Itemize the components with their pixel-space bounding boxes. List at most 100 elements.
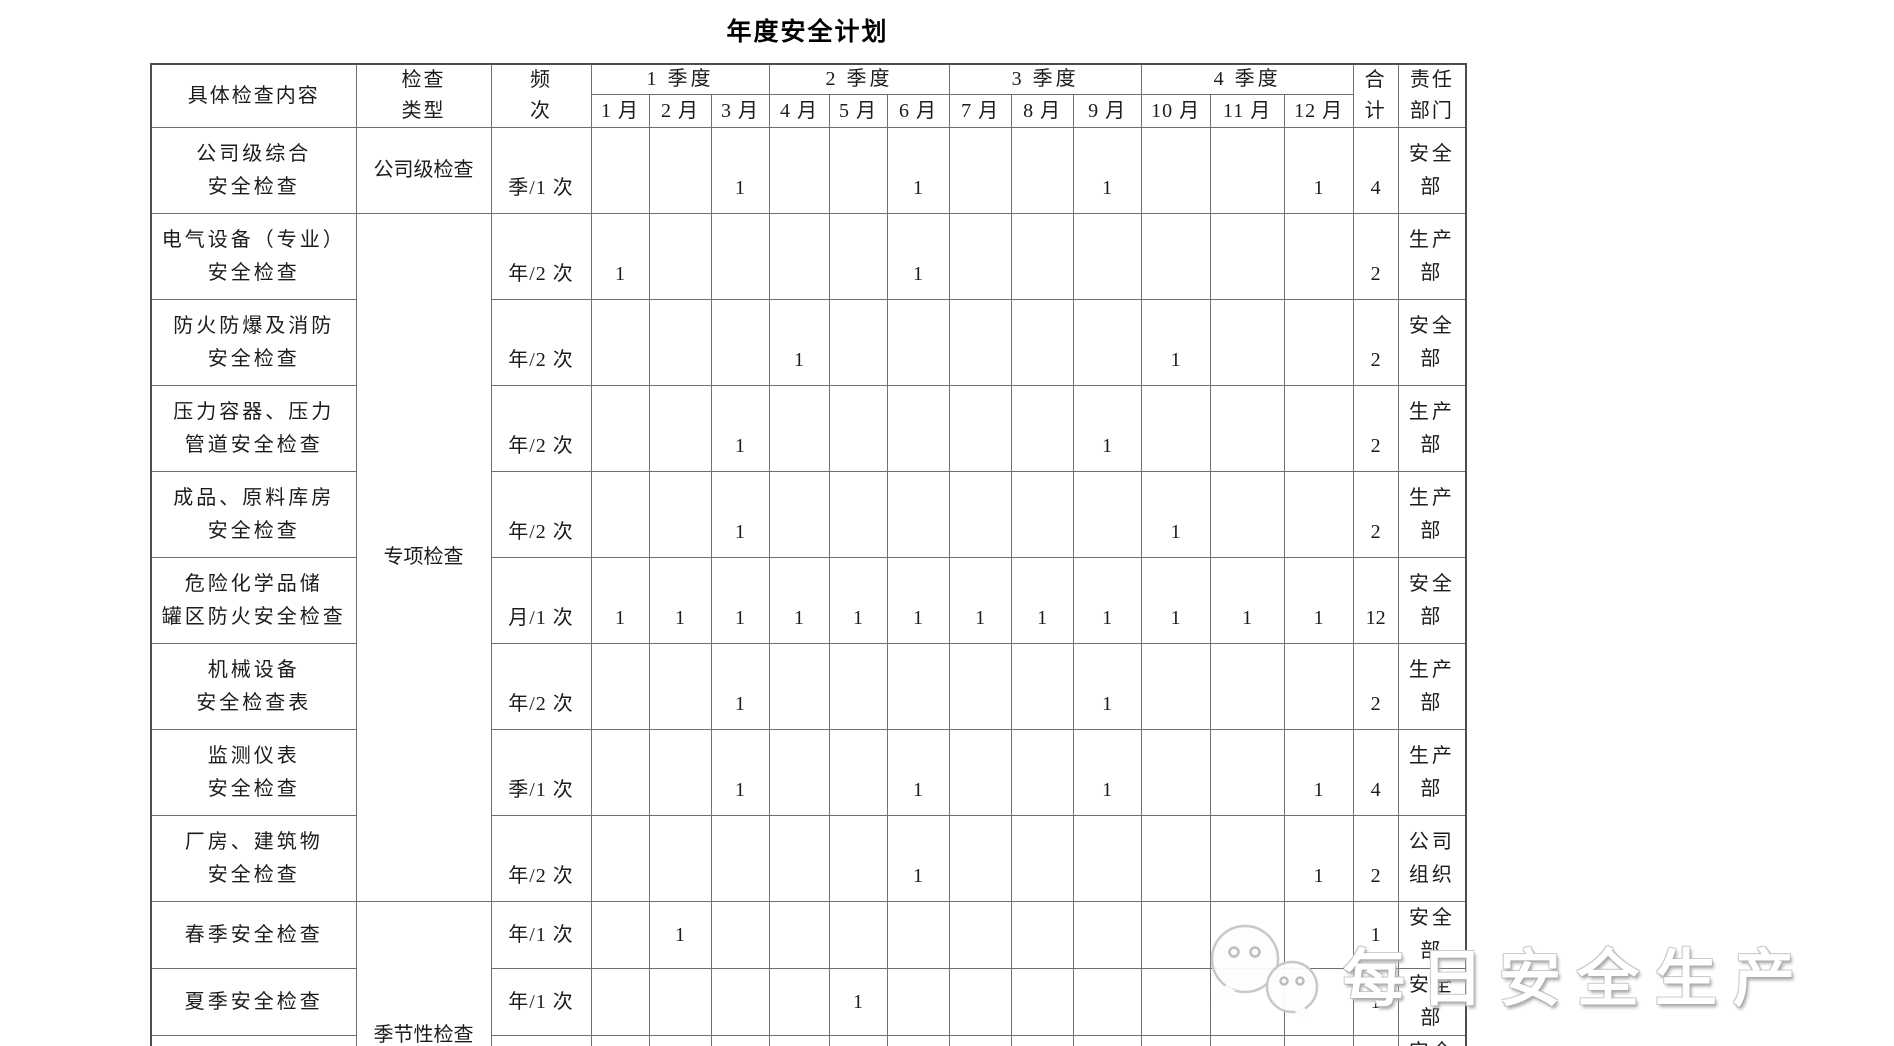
month-count-cell [710, 213, 770, 300]
month-count-cell [710, 815, 770, 902]
month-count-cell [648, 815, 712, 902]
inspection-name-line: 罐区防火安全检查 [161, 605, 346, 628]
inspection-name-cell: 厂房、建筑物 安全检查 [150, 815, 357, 902]
month-count-cell [948, 213, 1012, 300]
inspection-name-cell: 电气设备（专业） 安全检查 [150, 213, 357, 300]
month-count-cell [1209, 815, 1285, 902]
month-count-cell: 1 [710, 729, 770, 816]
month-count-cell [948, 385, 1012, 472]
inspection-name-line: 监测仪表 [207, 744, 300, 767]
responsible-dept-cell: 安全部 [1397, 1035, 1467, 1046]
frequency-cell: 季/1 次 [490, 729, 592, 816]
header-month-8: 8 月 [1010, 94, 1074, 128]
header-responsible-dept: 责任 部门 [1397, 63, 1467, 128]
header-frequency: 频 次 [490, 63, 592, 128]
month-header-row: 1 月 2 月 3 月 4 月 5 月 6 月 7 月 8 月 9 月 10 月… [151, 94, 1466, 128]
header-total-line2: 计 [1364, 100, 1387, 122]
header-month-2: 2 月 [648, 94, 712, 128]
row-total-cell: 1 [1352, 968, 1399, 1036]
inspection-name-line: 安全检查 [207, 777, 300, 800]
responsible-dept-line: 部 [1420, 605, 1444, 628]
month-count-cell: 1 [1283, 557, 1354, 644]
month-count-cell [1140, 643, 1211, 730]
month-count-cell: 1 [948, 557, 1012, 644]
row-total-cell: 4 [1352, 127, 1399, 214]
inspection-type-cell: 专项检查 [355, 213, 492, 902]
responsible-dept-cell: 安全部 [1397, 127, 1467, 214]
month-count-cell [648, 299, 712, 386]
inspection-name-cell: 夏季安全检查 [150, 968, 357, 1036]
frequency-cell: 年/2 次 [490, 815, 592, 902]
month-count-cell: 1 [710, 557, 770, 644]
month-count-cell: 1 [710, 127, 770, 214]
header-month-1: 1 月 [590, 94, 650, 128]
table-row: 防火防爆及消防 安全检查 年/2 次 1 1 2 安全部 [150, 299, 1467, 386]
month-count-cell: 1 [768, 557, 830, 644]
month-count-cell [768, 127, 830, 214]
header-quarter-1: 1 季度 [590, 63, 770, 95]
row-total-cell: 2 [1352, 385, 1399, 472]
header-month-11: 11 月 [1209, 94, 1285, 128]
inspection-type-cell: 季节性检查 [355, 901, 492, 1046]
month-count-cell [1010, 643, 1074, 730]
month-count-cell [1283, 1035, 1354, 1046]
inspection-name-line: 管道安全检查 [184, 433, 323, 456]
month-count-cell [1072, 968, 1142, 1036]
responsible-dept-cell: 公司 组织 [1397, 815, 1467, 902]
row-total-cell: 1 [1352, 901, 1399, 969]
responsible-dept-cell: 生产部 [1397, 213, 1467, 300]
month-count-cell [886, 471, 950, 558]
month-count-cell [1283, 299, 1354, 386]
month-count-cell [1072, 1035, 1142, 1046]
month-count-cell: 1 [1283, 815, 1354, 902]
inspection-name-line: 安全检查表 [196, 691, 312, 714]
responsible-dept-cell: 安全部 [1397, 968, 1467, 1036]
month-count-cell: 1 [1010, 1035, 1074, 1046]
inspection-type-cell: 公司级检查 [355, 127, 492, 214]
month-count-cell [768, 729, 830, 816]
responsible-dept-line: 安全 [1408, 142, 1455, 165]
frequency-cell: 年/1 次 [490, 901, 592, 969]
month-count-cell: 1 [1283, 729, 1354, 816]
month-count-cell [886, 385, 950, 472]
month-count-cell [1072, 471, 1142, 558]
month-count-cell [590, 471, 650, 558]
inspection-name-line: 安全检查 [207, 175, 300, 198]
month-count-cell [590, 968, 650, 1036]
month-count-cell [590, 127, 650, 214]
month-count-cell [590, 1035, 650, 1046]
month-count-cell: 1 [886, 729, 950, 816]
header-month-4: 4 月 [768, 94, 830, 128]
table-row: 成品、原料库房 安全检查 年/2 次 1 1 2 生产部 [150, 471, 1467, 558]
frequency-cell: 年/1 次 [490, 1035, 592, 1046]
row-total-cell: 2 [1352, 213, 1399, 300]
row-total-cell: 2 [1352, 643, 1399, 730]
responsible-dept-line: 安全部 [1408, 907, 1455, 962]
month-count-cell [1209, 729, 1285, 816]
frequency-cell: 年/1 次 [490, 968, 592, 1036]
month-count-cell [948, 1035, 1012, 1046]
month-count-cell [1140, 815, 1211, 902]
month-count-cell [1209, 127, 1285, 214]
header-month-12: 12 月 [1283, 94, 1354, 128]
responsible-dept-cell: 生产部 [1397, 385, 1467, 472]
month-count-cell [1010, 385, 1074, 472]
month-count-cell: 1 [1140, 471, 1211, 558]
inspection-name-line: 安全检查 [207, 863, 300, 886]
month-count-cell [1140, 127, 1211, 214]
month-count-cell [1010, 299, 1074, 386]
header-month-9: 9 月 [1072, 94, 1142, 128]
month-count-cell: 1 [648, 557, 712, 644]
month-count-cell [828, 643, 888, 730]
inspection-name-cell: 成品、原料库房 安全检查 [150, 471, 357, 558]
inspection-name-cell: 防火防爆及消防 安全检查 [150, 299, 357, 386]
month-count-cell [828, 1035, 888, 1046]
month-count-cell [1140, 385, 1211, 472]
table-row: 厂房、建筑物 安全检查 年/2 次 1 1 2 公司 组织 [150, 815, 1467, 902]
month-count-cell: 1 [1072, 643, 1142, 730]
month-count-cell [1283, 471, 1354, 558]
month-count-cell [648, 127, 712, 214]
month-count-cell [590, 815, 650, 902]
month-count-cell: 1 [886, 127, 950, 214]
header-month-7: 7 月 [948, 94, 1012, 128]
